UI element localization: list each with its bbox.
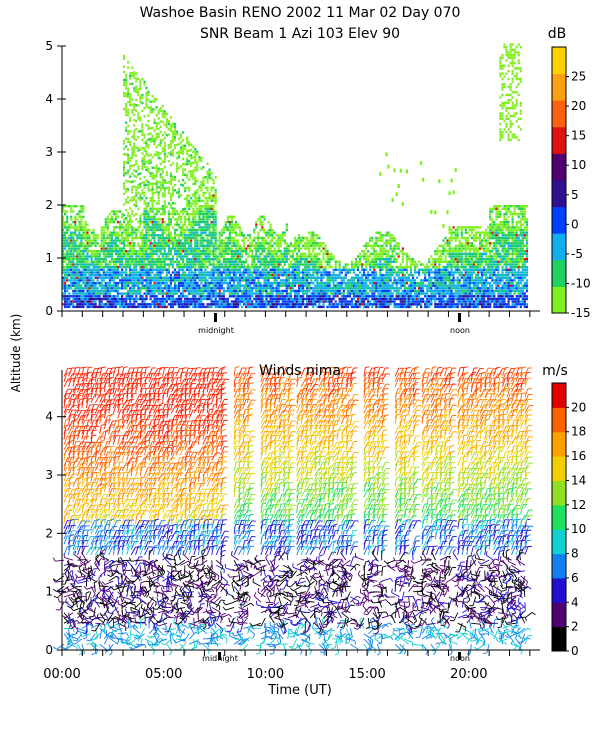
wind-colorbar-segment: [552, 553, 566, 579]
wind-colorbar-tick: 8: [571, 547, 579, 561]
snr-colorbar-tick: -10: [571, 276, 591, 290]
wind-barbs: [52, 366, 536, 656]
snr-colorbar-segment: [552, 47, 566, 75]
snr-colorbar-tick: 15: [571, 129, 586, 143]
wind-colorbar-segment: [552, 431, 566, 457]
snr-ytick-label: 5: [45, 39, 53, 53]
chart-title-line1: Washoe Basin RENO 2002 11 Mar 02 Day 070: [140, 5, 461, 21]
wind-colorbar-segment: [552, 602, 566, 628]
wind-xtick-label: 15:00: [348, 667, 385, 682]
snr-colorbar-tick: -5: [571, 247, 583, 261]
wind-colorbar: 0 2 4 6 8 10 12 14 16 18 20: [551, 382, 586, 658]
wind-colorbar-segment: [552, 577, 566, 603]
winds-panel-title: Winds nima: [259, 363, 341, 379]
snr-colorbar-tick: 10: [571, 158, 586, 172]
wind-ytick-label: 3: [45, 468, 53, 482]
wind-colorbar-tick: 20: [571, 400, 586, 414]
wind-xtick-label: 10:00: [247, 667, 284, 682]
wind-colorbar-tick: 0: [571, 644, 579, 658]
wind-xtick-label: 00:00: [43, 667, 80, 682]
snr-colorbar-tick: 25: [571, 70, 586, 84]
noon-marker-label-bottom: noon: [450, 654, 470, 663]
snr-colorbar: -15 -10 -5 0 5 10 15 20 25: [551, 46, 591, 320]
wind-colorbar-tick: 18: [571, 425, 586, 439]
wind-axes: 0 1 2 3 4 00:00 05:00 10:00 15:00 20:00: [43, 370, 540, 682]
wind-colorbar-segment: [552, 529, 566, 555]
chart-title-line2: SNR Beam 1 Azi 103 Elev 90: [200, 26, 400, 42]
snr-ytick-label: 3: [45, 145, 53, 159]
midnight-marker-label-bottom: midnight: [202, 654, 238, 663]
wind-colorbar-tick: 16: [571, 449, 586, 463]
wind-colorbar-segment: [552, 407, 566, 433]
snr-colorbar-tick: 0: [571, 217, 579, 231]
snr-colorbar-segment: [552, 286, 566, 314]
wind-xtick-label: 05:00: [145, 667, 182, 682]
snr-heatmap: [62, 43, 528, 309]
snr-ytick-label: 4: [45, 92, 53, 106]
snr-colorbar-tick: -15: [571, 306, 591, 320]
wind-colorbar-segment: [552, 456, 566, 481]
snr-colorbar-segment: [552, 153, 566, 181]
wind-colorbar-segment: [552, 480, 566, 506]
y-axis-label: Altitude (km): [9, 314, 23, 393]
snr-ytick-label: 1: [45, 251, 53, 265]
snr-colorbar-segment: [552, 126, 566, 154]
snr-ytick-label: 2: [45, 198, 53, 212]
noon-marker-label-top: noon: [450, 326, 470, 335]
wind-colorbar-segment: [552, 504, 566, 530]
snr-colorbar-segment: [552, 100, 566, 128]
snr-colorbar-tick: 20: [571, 99, 586, 113]
snr-colorbar-segment: [552, 180, 566, 208]
x-axis-label: Time (UT): [267, 683, 332, 698]
wind-colorbar-tick: 10: [571, 522, 586, 536]
snr-colorbar-segment: [552, 259, 566, 287]
wind-xtick-label: 20:00: [450, 667, 487, 682]
snr-colorbar-segment: [552, 73, 566, 101]
wind-colorbar-segment: [552, 383, 566, 408]
snr-colorbar-unit: dB: [548, 26, 567, 42]
snr-colorbar-tick: 5: [571, 188, 579, 202]
wind-ytick-label: 0: [45, 643, 53, 657]
wind-ytick-label: 4: [45, 410, 53, 424]
wind-colorbar-tick: 14: [571, 473, 586, 487]
snr-colorbar-segment: [552, 206, 566, 234]
wind-colorbar-unit: m/s: [542, 363, 568, 379]
wind-colorbar-tick: 4: [571, 595, 579, 609]
midnight-marker-label-top: midnight: [198, 326, 234, 335]
wind-colorbar-segment: [552, 626, 566, 652]
wind-ytick-label: 1: [45, 585, 53, 599]
wind-ytick-label: 2: [45, 526, 53, 540]
snr-ytick-label: 0: [45, 304, 53, 318]
wind-colorbar-tick: 6: [571, 571, 579, 585]
snr-colorbar-segment: [552, 233, 566, 261]
snr-axes: 0 1 2 3 4 5: [45, 39, 540, 322]
wind-colorbar-tick: 2: [571, 620, 579, 634]
wind-colorbar-tick: 12: [571, 498, 586, 512]
